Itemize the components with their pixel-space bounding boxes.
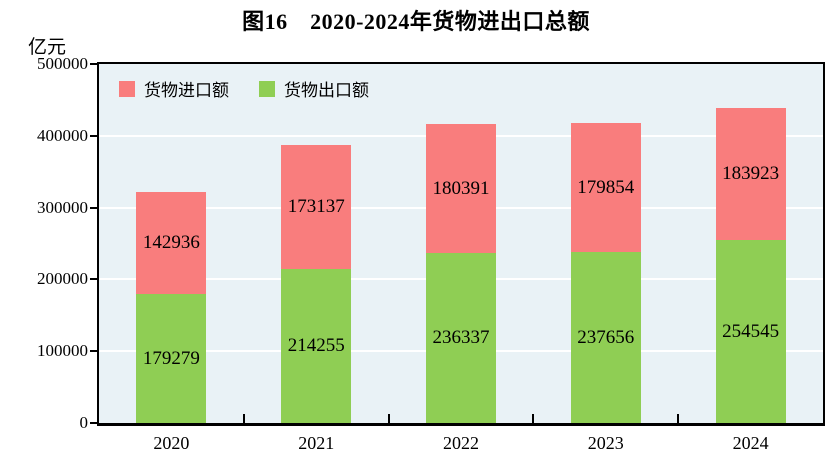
y-tick-label-200000: 200000 xyxy=(37,269,88,289)
y-tick-label-400000: 400000 xyxy=(37,125,88,145)
y-tick-mark-300000 xyxy=(90,206,97,209)
legend-label-imports: 货物进口额 xyxy=(144,81,229,100)
bar-segment-imports-2020: 142936 xyxy=(136,191,207,295)
x-tick-mark-4 xyxy=(677,414,680,423)
legend-swatch-exports xyxy=(259,80,275,97)
legend-item-imports: 货物进口额 xyxy=(119,76,229,101)
x-tick-label-2022: 2022 xyxy=(443,433,479,453)
x-tick-label-2021: 2021 xyxy=(298,433,335,453)
bar-segment-imports-2023: 179854 xyxy=(570,123,641,253)
y-tick-label-100000: 100000 xyxy=(37,341,88,361)
chart-title: 图16 2020-2024年货物进出口总额 xyxy=(242,9,590,34)
stacked-bar-2022: 236337 180391 xyxy=(426,123,496,423)
bar-segment-imports-2021: 173137 xyxy=(281,144,352,270)
x-tick-label-2020: 2020 xyxy=(153,433,190,453)
bar-segment-exports-2023: 237656 xyxy=(570,252,641,423)
stacked-bar-2020: 179279 142936 xyxy=(136,191,207,423)
bar-segment-exports-2022: 236337 xyxy=(426,253,496,423)
y-tick-mark-400000 xyxy=(90,134,97,137)
y-axis-unit-label: 亿元 xyxy=(28,37,67,58)
stacked-bar-2021: 214255 173137 xyxy=(281,144,352,423)
bar-segment-imports-2024: 183923 xyxy=(715,108,786,241)
y-tick-mark-0 xyxy=(90,422,97,424)
y-tick-label-300000: 300000 xyxy=(37,197,88,217)
plot-area: 货物进口额 货物出口额 179279 142936 214255 173137 2363… xyxy=(97,62,825,426)
y-tick-mark-200000 xyxy=(90,278,97,281)
x-tick-mark-3 xyxy=(532,414,535,423)
stacked-bar-2023: 237656 179854 xyxy=(570,123,641,423)
bar-segment-exports-2021: 214255 xyxy=(281,269,352,423)
legend-label-exports: 货物出口额 xyxy=(284,81,369,100)
x-tick-mark-1 xyxy=(242,414,245,423)
y-tick-label-0: 0 xyxy=(79,413,89,432)
bar-segment-exports-2020: 179279 xyxy=(136,294,207,423)
y-tick-mark-100000 xyxy=(90,350,97,353)
x-tick-mark-2 xyxy=(387,414,390,423)
bar-segment-exports-2024: 254545 xyxy=(715,240,786,423)
x-tick-label-2024: 2024 xyxy=(732,433,769,453)
stacked-bar-2024: 254545 183923 xyxy=(715,108,786,423)
legend-swatch-imports xyxy=(119,80,135,97)
legend: 货物进口额 货物出口额 xyxy=(119,76,369,101)
x-tick-label-2023: 2023 xyxy=(587,433,624,453)
bar-segment-imports-2022: 180391 xyxy=(426,123,496,254)
legend-item-exports: 货物出口额 xyxy=(259,76,369,101)
y-tick-label-500000: 500000 xyxy=(37,54,88,73)
y-tick-mark-500000 xyxy=(90,63,97,65)
